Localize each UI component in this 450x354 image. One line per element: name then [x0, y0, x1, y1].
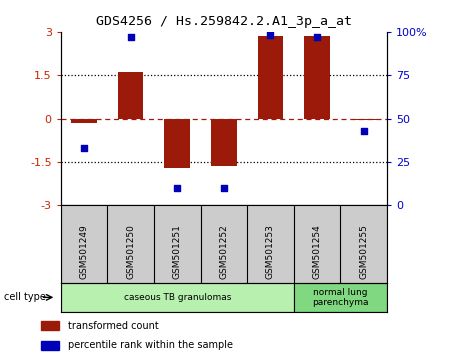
Text: GSM501250: GSM501250 — [126, 224, 135, 279]
Text: caseous TB granulomas: caseous TB granulomas — [124, 293, 231, 302]
Text: GSM501249: GSM501249 — [80, 224, 89, 279]
Bar — [71, 119, 97, 123]
Text: GSM501254: GSM501254 — [313, 224, 322, 279]
Point — [267, 33, 274, 38]
Bar — [258, 36, 284, 119]
Point — [174, 185, 181, 191]
Text: cell type: cell type — [4, 292, 46, 302]
Point — [314, 34, 321, 40]
Text: GSM501255: GSM501255 — [359, 224, 368, 279]
Bar — [41, 341, 59, 350]
Title: GDS4256 / Hs.259842.2.A1_3p_a_at: GDS4256 / Hs.259842.2.A1_3p_a_at — [96, 15, 352, 28]
Point — [81, 145, 88, 151]
Point — [127, 34, 134, 40]
Point — [220, 185, 227, 191]
Text: GSM501252: GSM501252 — [220, 224, 228, 279]
Text: percentile rank within the sample: percentile rank within the sample — [68, 341, 233, 350]
Bar — [304, 36, 330, 119]
Text: GSM501251: GSM501251 — [173, 224, 182, 279]
Bar — [294, 283, 387, 312]
Bar — [211, 119, 237, 166]
Bar — [351, 119, 377, 120]
Bar — [118, 72, 144, 119]
Text: transformed count: transformed count — [68, 321, 158, 331]
Bar — [41, 321, 59, 330]
Point — [360, 128, 367, 133]
Bar — [61, 283, 294, 312]
Text: GSM501253: GSM501253 — [266, 224, 275, 279]
Bar — [164, 119, 190, 168]
Text: normal lung
parenchyma: normal lung parenchyma — [312, 288, 369, 307]
